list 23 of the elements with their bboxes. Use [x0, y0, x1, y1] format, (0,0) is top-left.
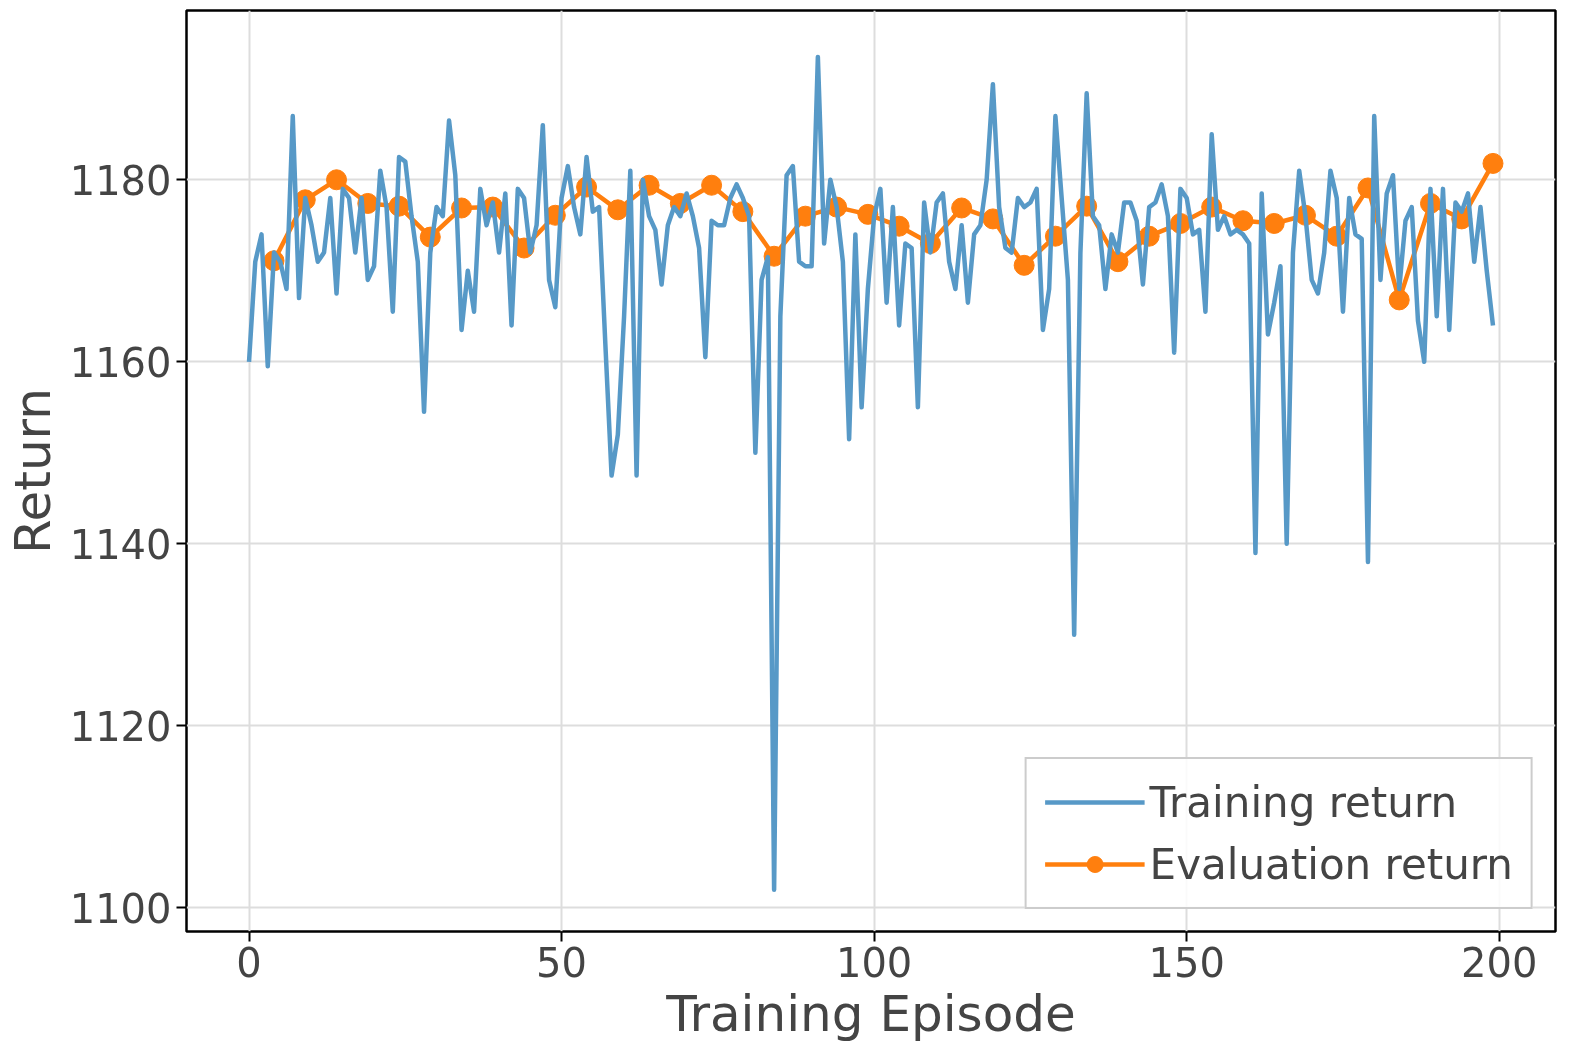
- y-tick-label: 1120: [69, 703, 172, 750]
- legend-label: Training return: [1149, 777, 1458, 827]
- y-tick-label: 1180: [69, 157, 172, 204]
- x-tick-label: 50: [536, 939, 588, 986]
- point: [951, 197, 973, 219]
- point: [1013, 254, 1035, 276]
- point: [607, 199, 629, 221]
- y-axis-title: Return: [3, 388, 62, 554]
- y-tick-label: 1100: [69, 885, 172, 932]
- y-tick-label: 1140: [69, 521, 172, 568]
- legend-label: Evaluation return: [1149, 839, 1513, 889]
- x-tick-label: 100: [835, 939, 913, 986]
- x-tick-label: 200: [1461, 939, 1538, 986]
- point: [1232, 210, 1254, 232]
- y-tick-label: 1160: [69, 339, 172, 386]
- point: [1263, 212, 1285, 234]
- point: [701, 174, 723, 196]
- point: [326, 169, 348, 191]
- x-tick-label: 0: [236, 939, 262, 986]
- point: [1482, 152, 1504, 174]
- x-tick-label: 150: [1148, 939, 1225, 986]
- x-axis-title: Training Episode: [665, 984, 1076, 1043]
- point: [1388, 289, 1410, 311]
